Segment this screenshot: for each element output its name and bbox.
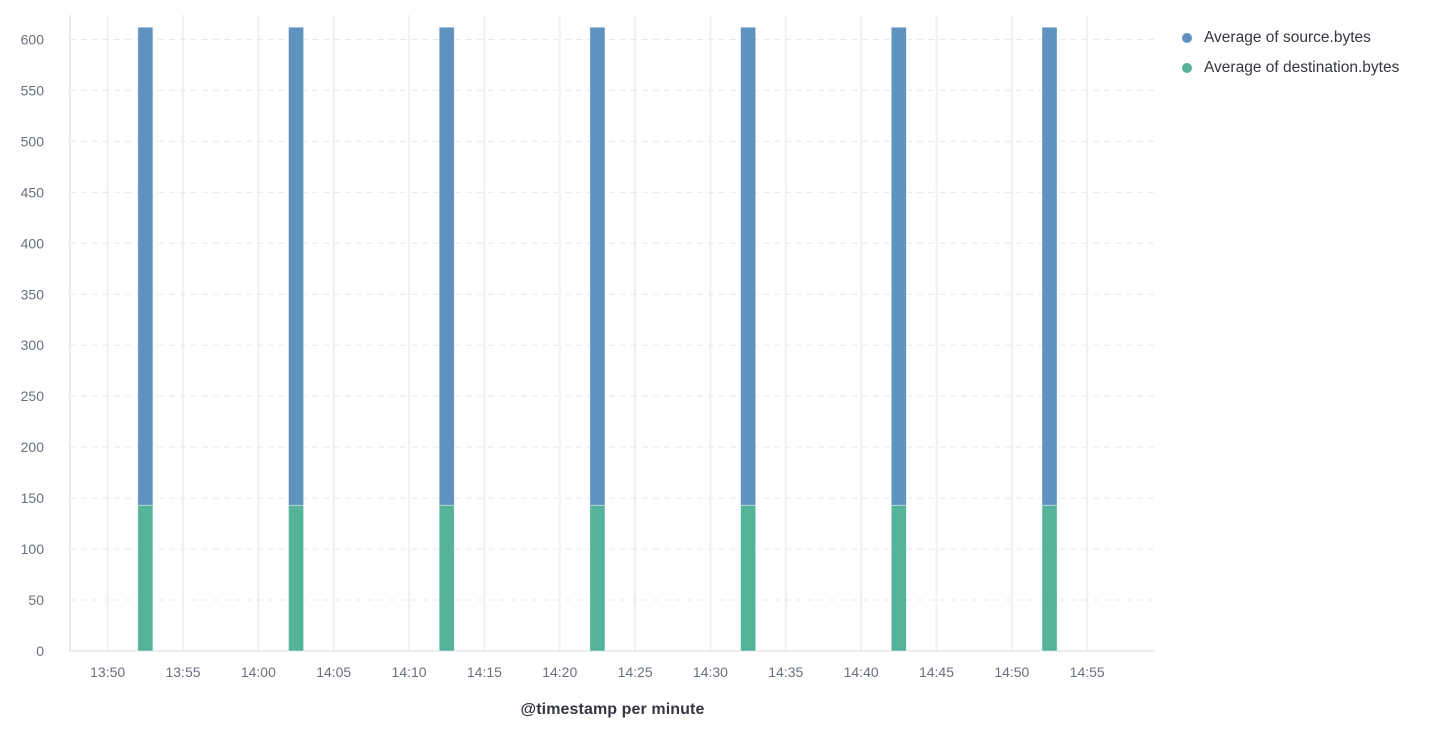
x-tick-label: 13:55 xyxy=(165,664,200,680)
y-tick-label: 0 xyxy=(36,643,44,659)
bar-segment-average-of-source-bytes[interactable] xyxy=(740,26,757,506)
bar-segment-average-of-destination-bytes[interactable] xyxy=(1041,504,1058,652)
x-tick-label: 14:35 xyxy=(768,664,803,680)
x-tick-label: 14:20 xyxy=(542,664,577,680)
y-tick-label: 350 xyxy=(21,286,45,302)
y-tick-label: 300 xyxy=(21,337,45,353)
legend-swatch-icon xyxy=(1182,33,1192,43)
bar-segment-average-of-destination-bytes[interactable] xyxy=(137,504,154,652)
y-tick-label: 100 xyxy=(21,541,45,557)
bar-segment-average-of-source-bytes[interactable] xyxy=(1041,26,1058,506)
y-tick-label: 400 xyxy=(21,235,45,251)
x-tick-label: 14:55 xyxy=(1070,664,1105,680)
legend-item-average-of-destination-bytes[interactable]: Average of destination.bytes xyxy=(1182,53,1399,83)
y-tick-label: 200 xyxy=(21,439,45,455)
y-tick-label: 250 xyxy=(21,388,45,404)
legend: Average of source.bytes Average of destin… xyxy=(1182,23,1399,83)
bar-segment-average-of-source-bytes[interactable] xyxy=(438,26,455,506)
y-tick-label: 550 xyxy=(21,82,45,98)
y-tick-label: 600 xyxy=(21,31,45,47)
x-axis-title: @timestamp per minute xyxy=(520,701,705,718)
x-tick-label: 14:30 xyxy=(693,664,728,680)
y-tick-label: 150 xyxy=(21,490,45,506)
x-tick-label: 14:45 xyxy=(919,664,954,680)
bar-segment-average-of-source-bytes[interactable] xyxy=(288,26,304,506)
x-tick-label: 14:15 xyxy=(467,664,502,680)
bar-segment-average-of-destination-bytes[interactable] xyxy=(740,504,757,652)
x-tick-label: 13:50 xyxy=(90,664,125,680)
bar-segment-average-of-source-bytes[interactable] xyxy=(137,26,154,506)
x-tick-label: 14:00 xyxy=(241,664,276,680)
x-tick-label: 14:25 xyxy=(618,664,653,680)
y-tick-label: 500 xyxy=(21,133,45,149)
bar-segment-average-of-source-bytes[interactable] xyxy=(589,26,606,506)
x-tick-label: 14:10 xyxy=(392,664,427,680)
x-tick-label: 14:50 xyxy=(994,664,1029,680)
x-tick-label: 14:40 xyxy=(844,664,879,680)
x-tick-label: 14:05 xyxy=(316,664,351,680)
bar-segment-average-of-destination-bytes[interactable] xyxy=(288,504,304,652)
legend-item-average-of-source-bytes[interactable]: Average of source.bytes xyxy=(1182,23,1399,53)
y-tick-label: 450 xyxy=(21,184,45,200)
bar-segment-average-of-destination-bytes[interactable] xyxy=(890,504,907,652)
legend-item-label: Average of destination.bytes xyxy=(1204,59,1400,76)
y-tick-label: 50 xyxy=(28,592,44,608)
bar-segment-average-of-destination-bytes[interactable] xyxy=(438,504,455,652)
bar-segment-average-of-destination-bytes[interactable] xyxy=(589,504,606,652)
legend-item-label: Average of source.bytes xyxy=(1204,29,1371,46)
bar-segment-average-of-source-bytes[interactable] xyxy=(890,26,907,506)
legend-swatch-icon xyxy=(1182,63,1192,73)
